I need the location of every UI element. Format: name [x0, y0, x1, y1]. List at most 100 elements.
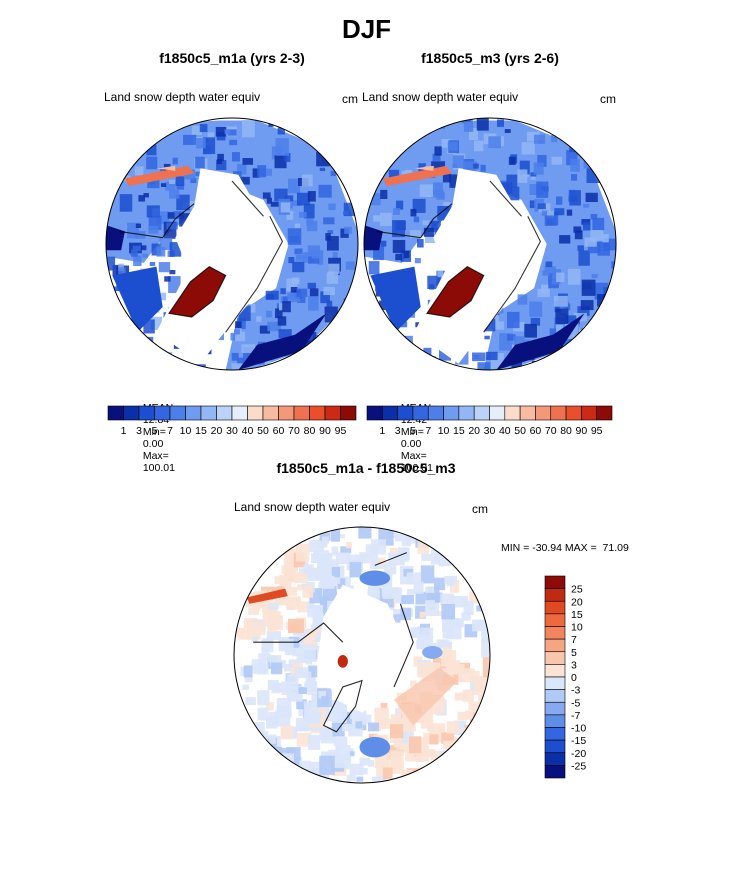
- colorbar-2-swatch: [382, 405, 398, 421]
- colorbar-1-swatch: [154, 405, 171, 421]
- colorbar-2-swatch: [412, 405, 429, 421]
- colorbar-2-tick-label: 50: [514, 425, 526, 437]
- colorbar-diff-swatch: [544, 575, 566, 589]
- panel-1-units-label: cm: [342, 92, 358, 106]
- panel-1-variable-label: Land snow depth water equiv: [104, 90, 261, 104]
- colorbar-diff-swatch: [544, 626, 566, 640]
- colorbar-diff-tick-label: 0: [571, 672, 577, 684]
- colorbar-2-tick-label: 1: [379, 425, 385, 437]
- panel-1-min-value: 0.00: [142, 438, 164, 450]
- colorbar-1-tick-label: 20: [211, 425, 223, 437]
- colorbar-2-tick-label: 7: [425, 425, 431, 437]
- greenland-snow: [427, 266, 484, 318]
- colorbar-diff-tick-label: 7: [571, 634, 577, 646]
- colorbar-2-swatch: [519, 405, 536, 421]
- colorbar-2-swatch: [458, 405, 475, 421]
- colorbar-diff-swatch: [544, 664, 566, 678]
- colorbar-diff-tick-label: -10: [571, 723, 586, 735]
- colorbar-diff-swatch: [544, 752, 566, 766]
- map-border-2: [363, 117, 617, 371]
- colorbar-1-tick-label: 50: [257, 425, 269, 437]
- colorbar-diff-tick-label: -3: [571, 685, 580, 697]
- colorbar-diff-tick-label: 3: [571, 659, 577, 671]
- colorbar-diff-swatch: [544, 739, 566, 754]
- colorbar-panel-2: 1 3 5 7 10 15 20 30 40 50 60 70 80 90 95: [366, 405, 613, 437]
- colorbar-1-swatch: [123, 405, 140, 421]
- colorbar-diff-swatch: [544, 638, 566, 653]
- colorbar-1-tick-label: 60: [273, 425, 285, 437]
- panel-1-max-value: 100.01: [142, 462, 175, 474]
- colorbar-2-swatch: [581, 405, 597, 421]
- colorbar-diff-tick-label: -25: [571, 760, 586, 772]
- colorbar-panel-1: 1 3 5 7 10 15 20 30 40 50 60 70 80 90 95: [107, 405, 357, 437]
- colorbar-1-tick-label: 90: [319, 425, 331, 437]
- colorbar-1-swatch: [309, 405, 326, 421]
- panel-2-min-value: 0.00: [400, 438, 422, 450]
- colorbar-1-tick-label: 1: [121, 425, 127, 437]
- colorbar-diff-tick-label: 10: [571, 622, 583, 634]
- colorbar-diff-swatch: [544, 765, 566, 779]
- colorbar-1-tick-label: 95: [335, 425, 347, 437]
- colorbar-diff-tick-label: -5: [571, 697, 580, 709]
- colorbar-diff-swatch: [544, 701, 566, 716]
- colorbar-2-swatch: [504, 405, 521, 421]
- colorbar-1-tick-label: 7: [167, 425, 173, 437]
- colorbar-1-tick-label: 80: [304, 425, 316, 437]
- colorbar-2-swatch: [535, 405, 552, 421]
- colorbar-diff-tick-label: -7: [571, 710, 580, 722]
- colorbar-diff-swatch: [544, 651, 566, 665]
- colorbar-2-tick-label: 15: [453, 425, 465, 437]
- panel-2-max-value: 100.01: [400, 462, 433, 474]
- colorbar-1-swatch: [200, 405, 217, 421]
- colorbar-1-tick-label: 70: [288, 425, 300, 437]
- colorbar-2-swatch: [473, 405, 490, 421]
- panel-2-max-label: Max=: [400, 450, 427, 462]
- colorbar-diff-swatch: [544, 727, 566, 741]
- colorbar-diff-tick-label: 5: [571, 647, 577, 659]
- colorbar-2-tick-label: 10: [438, 425, 450, 437]
- colorbar-1-swatch: [107, 405, 124, 421]
- colorbar-diff-swatch: [544, 714, 566, 728]
- map-border-diff: [233, 526, 491, 784]
- colorbar-1-tick-label: 40: [242, 425, 254, 437]
- colorbar-diff-tick-label: -20: [571, 748, 586, 760]
- colorbar-2-swatch: [565, 405, 582, 421]
- colorbar-2-swatch: [550, 405, 567, 421]
- greenland-snow: [169, 266, 226, 318]
- colorbar-1-swatch: [262, 405, 279, 421]
- diff-minmax-label: MIN = -30.94 MAX = 71.09: [501, 542, 629, 554]
- panel-1-min-label: Min=: [142, 426, 166, 438]
- map-panel-2: [364, 118, 616, 370]
- map-diff-panel: [234, 527, 490, 783]
- colorbar-2-swatch: [596, 405, 613, 421]
- snow-field-eurasia: [364, 120, 616, 370]
- colorbar-2-swatch: [366, 405, 383, 421]
- colorbar-diff-swatch: [544, 600, 566, 615]
- colorbar-2-tick-label: 70: [545, 425, 557, 437]
- colorbar-2-swatch: [427, 405, 444, 421]
- panel-2-units-label: cm: [600, 92, 616, 106]
- colorbar-2-tick-label: 80: [560, 425, 572, 437]
- diff-panel-title: f1850c5_m1a - f1850c5_m3: [276, 460, 456, 476]
- colorbar-1-swatch: [247, 405, 264, 421]
- colorbar-1-swatch: [231, 405, 248, 421]
- colorbar-2-tick-label: 60: [530, 425, 542, 437]
- colorbar-2-swatch: [443, 405, 460, 421]
- colorbar-2-swatch: [489, 405, 506, 421]
- diff-units-label: cm: [472, 502, 488, 516]
- colorbar-1-tick-label: 15: [195, 425, 207, 437]
- panel-2-title: f1850c5_m3 (yrs 2-6): [421, 50, 559, 66]
- colorbar-2-tick-label: 5: [410, 425, 416, 437]
- colorbar-diff-tick-label: 25: [571, 584, 583, 596]
- colorbar-diff-tick-label: 20: [571, 596, 583, 608]
- colorbar-2-swatch: [397, 405, 414, 421]
- colorbar-1-swatch: [293, 405, 310, 421]
- panel-1-stats: MEAN= 12.84 Min= 0.00 Max= 100.01: [137, 390, 182, 474]
- colorbar-1-tick-label: 5: [152, 425, 158, 437]
- diff-variable-label: Land snow depth water equiv: [234, 500, 391, 514]
- colorbar-1-swatch: [185, 405, 202, 421]
- colorbar-1-swatch: [169, 405, 186, 421]
- map-border-1: [105, 117, 359, 371]
- colorbar-2-tick-label: 20: [468, 425, 480, 437]
- colorbar-diff-swatch: [544, 676, 566, 690]
